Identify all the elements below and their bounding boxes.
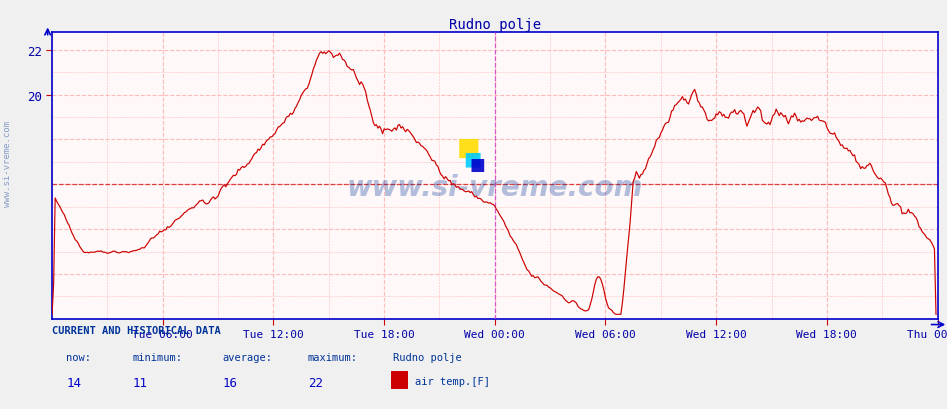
Text: ■: ■	[456, 135, 480, 159]
Text: ■: ■	[463, 149, 482, 168]
Title: Rudno polje: Rudno polje	[449, 18, 541, 31]
Text: 11: 11	[133, 377, 148, 389]
Text: 22: 22	[308, 377, 323, 389]
Text: 16: 16	[223, 377, 238, 389]
Text: minimum:: minimum:	[133, 352, 183, 362]
Text: CURRENT AND HISTORICAL DATA: CURRENT AND HISTORICAL DATA	[52, 325, 221, 335]
Text: 14: 14	[66, 377, 81, 389]
Text: average:: average:	[223, 352, 273, 362]
Text: now:: now:	[66, 352, 91, 362]
Text: ■: ■	[469, 155, 485, 173]
Text: air temp.[F]: air temp.[F]	[415, 375, 490, 386]
Text: www.si-vreme.com: www.si-vreme.com	[3, 121, 12, 207]
Text: Rudno polje: Rudno polje	[393, 352, 462, 362]
Text: maximum:: maximum:	[308, 352, 358, 362]
Text: www.si-vreme.com: www.si-vreme.com	[347, 173, 643, 201]
